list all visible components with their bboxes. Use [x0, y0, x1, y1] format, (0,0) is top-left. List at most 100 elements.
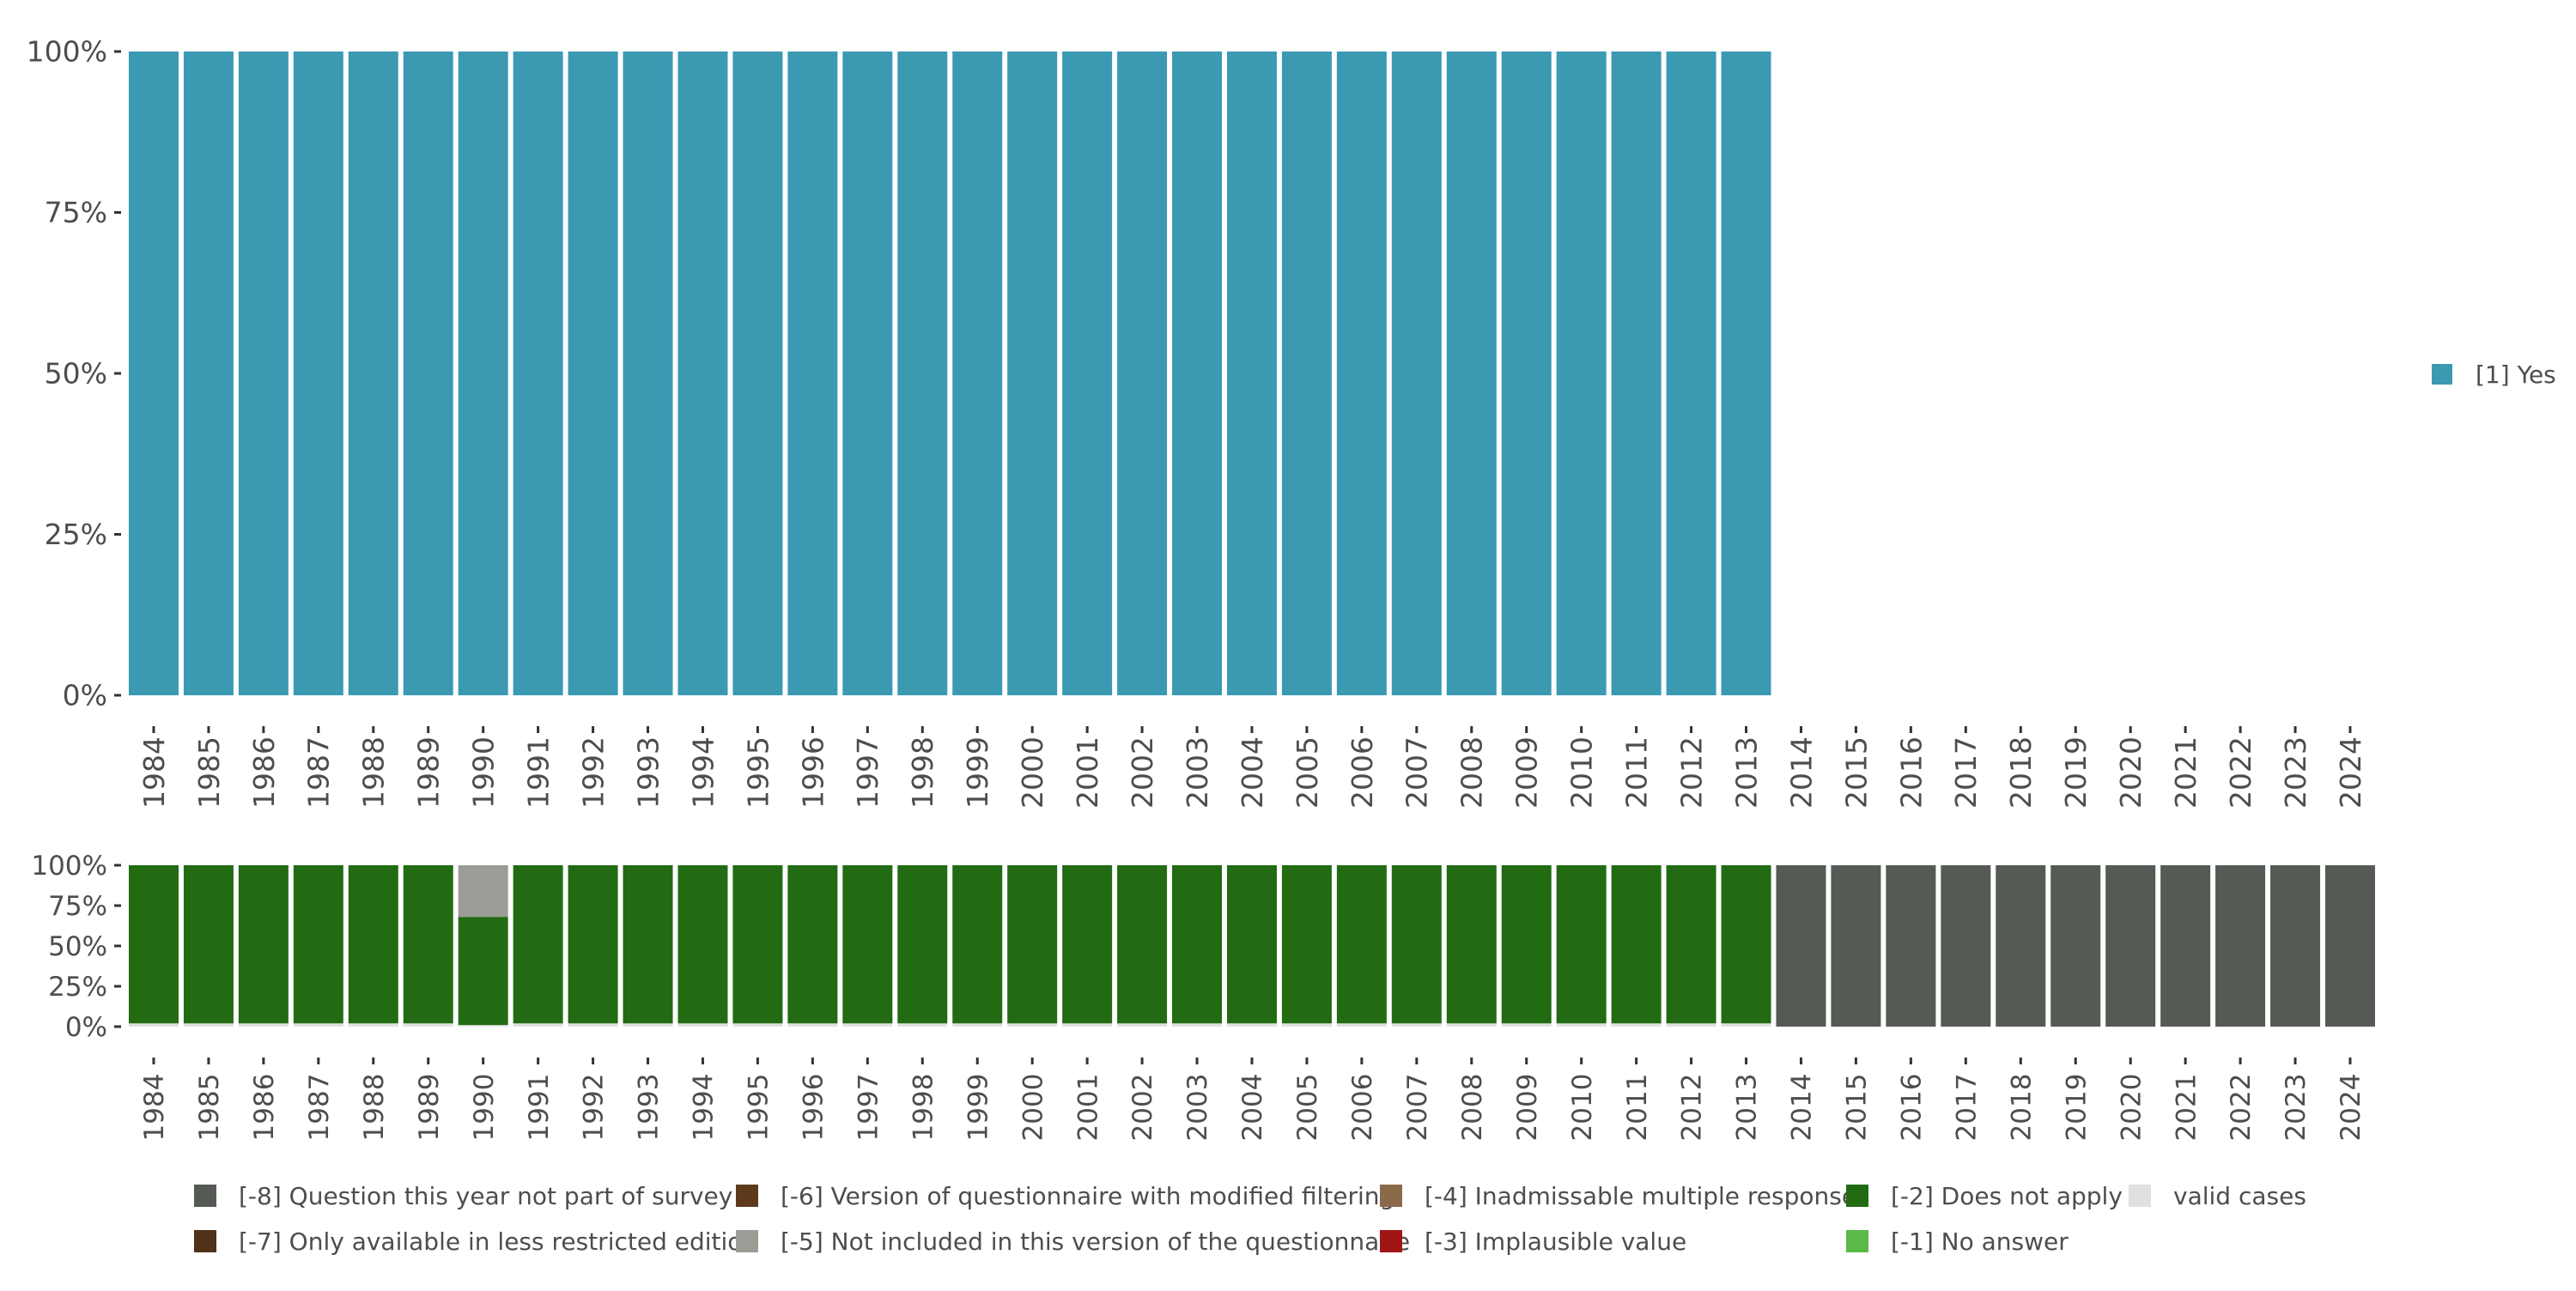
bar-segment: [1062, 1023, 1113, 1027]
bar-segment: [1556, 865, 1607, 1024]
bar-segment: [1117, 52, 1168, 695]
bar-segment: [458, 865, 508, 918]
bar-segment: [1336, 1023, 1387, 1027]
x-tick-label: 2023: [2279, 736, 2312, 809]
bar-segment: [1172, 1023, 1223, 1027]
bar-segment: [1281, 1023, 1332, 1027]
bar-segment: [1336, 52, 1387, 695]
x-tick-label: 2001: [1072, 1074, 1103, 1142]
y-tick-label: 50%: [48, 931, 107, 962]
y-tick-label: 100%: [31, 851, 107, 882]
bar-segment: [2324, 865, 2375, 1027]
bar-segment: [238, 52, 289, 695]
bar-segment: [1611, 52, 1662, 695]
y-tick-label: 100%: [27, 35, 107, 69]
bar-segment: [1556, 1023, 1607, 1027]
x-tick-label: 1985: [194, 1074, 225, 1142]
bar-segment: [787, 52, 838, 695]
bar-segment: [1666, 865, 1716, 1024]
bar-segment: [293, 865, 343, 1024]
bar-segment: [513, 1023, 563, 1027]
legend-label: [-4] Inadmissable multiple response: [1425, 1182, 1856, 1210]
x-tick-label: 2014: [1784, 736, 1818, 809]
x-tick-label: 2017: [1949, 736, 1983, 809]
bar-segment: [897, 865, 948, 1024]
bar-segment: [1941, 865, 1991, 1027]
bar-segment: [732, 1023, 783, 1027]
bar-segment: [842, 52, 893, 695]
bar-segment: [677, 52, 728, 695]
y-tick-label: 50%: [45, 357, 107, 391]
x-tick-label: 2009: [1510, 736, 1544, 809]
x-tick-label: 2004: [1236, 736, 1269, 809]
x-tick-label: 1994: [689, 1074, 720, 1142]
bar-segment: [1226, 52, 1277, 695]
x-tick-label: 1994: [686, 736, 720, 809]
legend-label: [-7] Only available in less restricted e…: [239, 1227, 757, 1256]
x-tick-label: 2001: [1071, 736, 1104, 809]
x-tick-label: 1986: [247, 736, 281, 809]
x-tick-label: 1991: [522, 736, 556, 809]
bar-segment: [1226, 865, 1277, 1024]
legend-key: [1846, 1185, 1868, 1207]
bar-segment: [568, 1023, 618, 1027]
x-tick-label: 2003: [1182, 1074, 1213, 1142]
x-tick-label: 1992: [576, 736, 610, 809]
bar-segment: [897, 1023, 948, 1027]
x-tick-label: 1988: [357, 736, 391, 809]
bar-segment: [787, 1023, 838, 1027]
x-tick-label: 2003: [1181, 736, 1214, 809]
bar-segment: [732, 52, 783, 695]
y-tick-label: 75%: [45, 196, 107, 229]
bar-segment: [1501, 52, 1552, 695]
x-tick-label: 2018: [2004, 736, 2038, 809]
bar-segment: [787, 865, 838, 1024]
bar-segment: [1391, 1023, 1442, 1027]
legend-key: [2432, 364, 2452, 385]
legend-key: [2129, 1185, 2151, 1207]
y-tick-label: 75%: [48, 891, 107, 922]
x-tick-label: 2011: [1620, 736, 1654, 809]
x-tick-label: 1984: [137, 736, 171, 809]
bar-segment: [842, 865, 893, 1024]
bar-segment: [1172, 52, 1223, 695]
bar-segment: [183, 865, 234, 1024]
x-tick-label: 1999: [963, 1074, 993, 1142]
x-tick-label: 2020: [2114, 736, 2148, 809]
bar-segment: [1721, 1023, 1771, 1027]
legend-label: [-2] Does not apply: [1891, 1182, 2123, 1210]
x-tick-label: 1984: [139, 1074, 170, 1142]
legend-key: [1846, 1230, 1868, 1252]
x-tick-label: 2013: [1732, 1074, 1763, 1142]
y-tick-label: 0%: [65, 1012, 107, 1043]
x-tick-label: 2024: [2336, 1074, 2366, 1142]
legend-key: [1380, 1185, 1402, 1207]
bar-segment: [1776, 865, 1826, 1027]
x-tick-label: 1990: [467, 736, 501, 809]
bar-segment: [952, 1023, 1003, 1027]
bar-segment: [1007, 865, 1058, 1024]
bar-segment: [128, 865, 179, 1024]
x-tick-label: 2004: [1237, 1074, 1268, 1142]
x-tick-label: 2010: [1567, 1074, 1598, 1142]
legend-key: [194, 1230, 216, 1252]
bar-segment: [458, 1025, 508, 1027]
bar-segment: [458, 52, 508, 695]
bar-segment: [1501, 865, 1552, 1024]
legend-label: [-6] Version of questionnaire with modif…: [781, 1182, 1394, 1210]
x-tick-label: 2007: [1402, 1074, 1433, 1142]
x-tick-label: 1990: [469, 1074, 500, 1142]
x-tick-label: 2023: [2281, 1074, 2312, 1142]
legend-label: [-5] Not included in this version of the…: [781, 1227, 1410, 1256]
x-tick-label: 2015: [1842, 1074, 1873, 1142]
x-tick-label: 2021: [2171, 1074, 2202, 1142]
bar-segment: [1446, 52, 1497, 695]
y-tick-label: 25%: [48, 972, 107, 1003]
bar-segment: [677, 1023, 728, 1027]
bar-segment: [1721, 865, 1771, 1024]
x-tick-label: 1993: [631, 736, 665, 809]
bar-segment: [238, 865, 289, 1024]
x-tick-label: 2010: [1565, 736, 1599, 809]
x-tick-label: 1999: [961, 736, 994, 809]
bar-segment: [183, 1023, 234, 1027]
